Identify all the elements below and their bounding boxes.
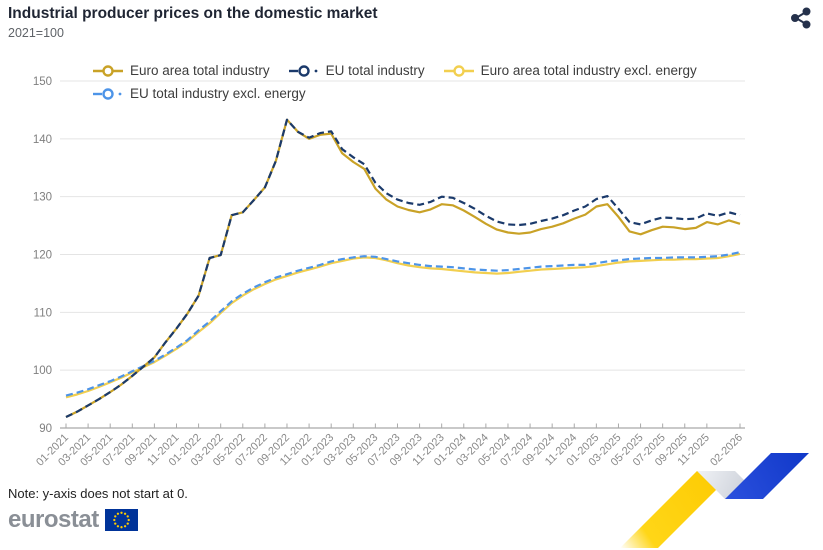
legend-label: Euro area total industry [130,63,270,78]
legend-row-2: EU total industry excl. energy [92,82,812,105]
chart-legend: Euro area total industry EU total industr… [92,59,812,105]
legend-marker-icon [443,64,474,77]
chart-note: Note: y-axis does not start at 0. [8,486,188,501]
page-title: Industrial producer prices on the domest… [8,5,378,22]
x-axis [60,423,745,429]
series-line-eu-total-industry-excl-energy [65,251,741,397]
legend-item-euro-area-total-industry[interactable]: Euro area total industry [92,63,270,78]
y-axis-labels: 90 100 110 120 130 140 150 [33,76,52,435]
series-line-euro-area-total-industry-excl-energy [65,252,741,399]
eurostat-wordmark: eurostat [8,506,99,533]
legend-marker-icon [93,87,122,100]
chart-subtitle: 2021=100 [8,26,64,40]
x-tick-label: 02-2026 [708,432,745,469]
legend-item-eu-total-industry[interactable]: EU total industry [288,63,425,78]
share-button[interactable] [789,7,813,31]
legend-item-eu-total-industry-excl-energy[interactable]: EU total industry excl. energy [92,86,306,101]
y-tick-label: 130 [33,192,52,204]
legend-marker-icon [288,64,317,77]
plot-area: 90 100 110 120 130 140 150 01-2021 03-2021 05-202… [0,55,823,487]
y-tick-label: 140 [33,134,52,146]
legend-marker-icon [93,64,123,77]
gridlines [60,80,745,429]
legend-label: EU total industry [325,63,425,78]
y-tick-label: 150 [33,76,52,88]
x-axis-labels: 01-202103-202105-202107-202109-202111-20… [34,432,745,469]
brand-footer: eurostat [8,508,138,532]
y-tick-label: 110 [34,307,52,319]
series-lines [65,118,741,418]
y-tick-label: 120 [33,250,52,262]
legend-row-1: Euro area total industry EU total industr… [92,59,812,82]
share-icon [791,7,811,29]
series-line-eu-total-industry [65,118,741,418]
legend-item-euro-area-total-industry-excl-energy[interactable]: Euro area total industry excl. energy [443,63,697,78]
y-tick-label: 90 [39,423,52,435]
legend-label: EU total industry excl. energy [130,86,306,101]
series-line-euro-area-total-industry [65,118,741,418]
y-tick-label: 100 [33,365,52,377]
eu-flag-icon [104,509,138,531]
line-chart: 90 100 110 120 130 140 150 01-202103-202105-202… [33,76,745,469]
legend-label: Euro area total industry excl. energy [480,63,697,78]
